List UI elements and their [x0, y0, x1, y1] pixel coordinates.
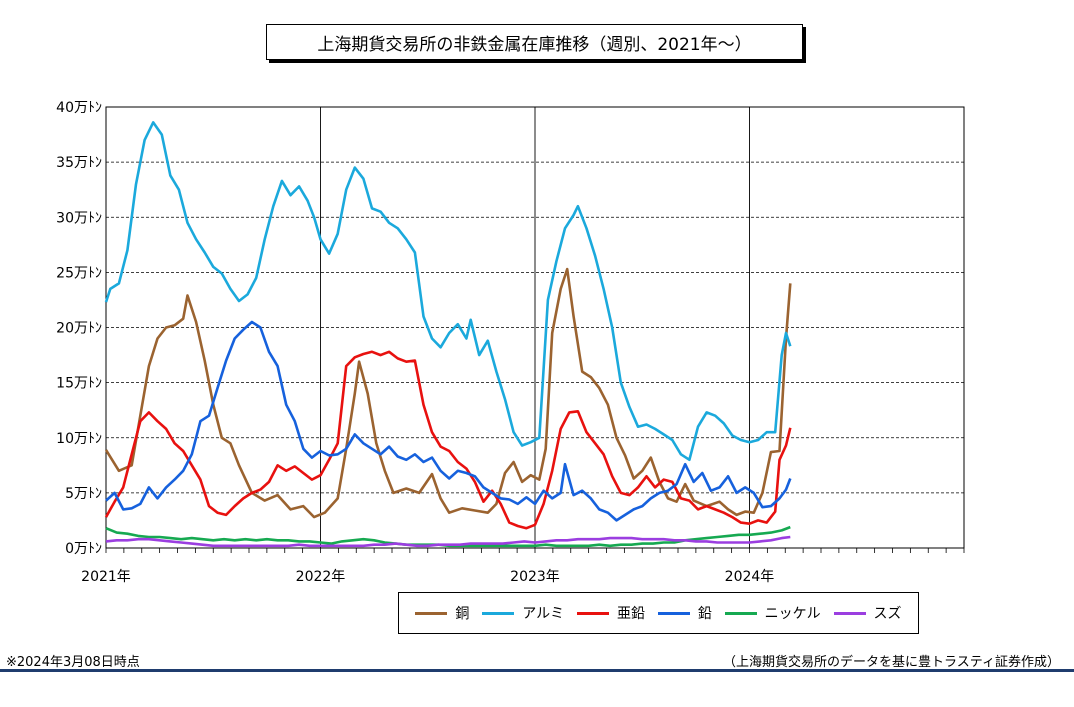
legend-swatch [482, 611, 515, 615]
footnote: ※2024年3月08日時点 [6, 655, 140, 670]
legend: 銅 アルミ 亜鉛 鉛 ニッケル スズ [398, 592, 919, 634]
legend-item: アルミ [482, 603, 564, 623]
series-layer [104, 121, 792, 548]
x-tick-label: 2022年 [296, 569, 346, 585]
series-line [104, 350, 792, 530]
series-line [105, 320, 792, 522]
source-credit: （上海期貨交易所のデータを基に豊トラスティ証券作成） [723, 655, 1060, 670]
y-tick-label: 10万ﾄﾝ [56, 431, 102, 447]
legend-item: 銅 [415, 603, 469, 623]
y-tick-label: 30万ﾄﾝ [56, 210, 102, 226]
y-tick-label: 0万ﾄﾝ [65, 541, 102, 557]
legend-swatch [576, 611, 609, 615]
line-chart: 0万ﾄﾝ 5万ﾄﾝ 10万ﾄﾝ 15万ﾄﾝ 20万ﾄﾝ 25万ﾄﾝ 30万ﾄﾝ 35万ﾄﾝ 40… [56, 100, 965, 585]
grid-layer [105, 106, 965, 549]
legend-label: アルミ [522, 606, 565, 622]
legend-label: スズ [873, 606, 902, 622]
series-line [104, 121, 792, 462]
legend-item: 亜鉛 [576, 603, 645, 623]
legend-label: 銅 [455, 606, 470, 622]
axis-layer: 0万ﾄﾝ 5万ﾄﾝ 10万ﾄﾝ 15万ﾄﾝ 20万ﾄﾝ 25万ﾄﾝ 30万ﾄﾝ 35万ﾄﾝ 40… [56, 100, 965, 585]
y-tick-label: 20万ﾄﾝ [56, 321, 102, 337]
legend-swatch [724, 611, 757, 615]
legend-swatch [833, 611, 866, 615]
legend-swatch [657, 611, 690, 615]
legend-label: 鉛 [697, 606, 712, 622]
series-line [105, 535, 791, 548]
x-tick-label: 2021年 [81, 569, 131, 585]
legend-label: ニッケル [764, 606, 821, 622]
legend-swatch [415, 611, 448, 615]
legend-label: 亜鉛 [616, 606, 645, 622]
x-tick-label: 2024年 [725, 569, 775, 585]
legend-item: スズ [833, 603, 902, 623]
legend-item: 鉛 [657, 603, 712, 623]
y-tick-label: 40万ﾄﾝ [56, 100, 102, 116]
series-line [104, 267, 792, 519]
legend-item: ニッケル [724, 603, 821, 623]
y-tick-label: 5万ﾄﾝ [65, 486, 102, 502]
bottom-divider [0, 669, 1074, 672]
chart-title: 上海期貨交易所の非鉄金属在庫推移（週別、2021年～） [266, 24, 803, 60]
y-tick-label: 25万ﾄﾝ [56, 265, 102, 281]
series-line [105, 525, 791, 548]
x-tick-label: 2023年 [510, 569, 560, 585]
y-tick-label: 35万ﾄﾝ [56, 155, 102, 171]
y-tick-label: 15万ﾄﾝ [56, 376, 102, 392]
